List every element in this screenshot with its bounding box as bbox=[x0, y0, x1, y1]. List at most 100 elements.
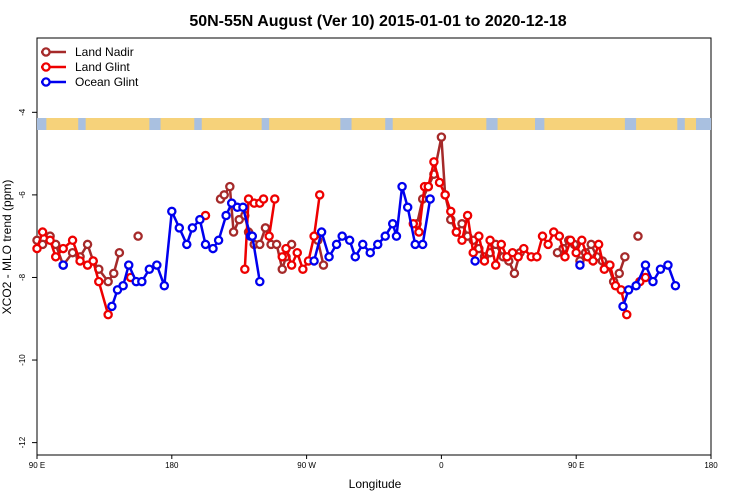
y-tick-label: -6 bbox=[18, 191, 27, 199]
data-point bbox=[565, 235, 576, 246]
data-point bbox=[264, 231, 274, 241]
data-point bbox=[309, 256, 319, 266]
data-point bbox=[509, 268, 520, 279]
x-tick-label: 90 E bbox=[568, 461, 584, 470]
y-axis: -4 -6 -8 -10 -12 bbox=[18, 108, 37, 448]
data-point bbox=[440, 190, 450, 200]
data-point bbox=[380, 231, 390, 241]
data-point bbox=[258, 194, 269, 204]
data-point bbox=[123, 260, 134, 270]
data-point bbox=[137, 276, 147, 287]
y-tick-label: -8 bbox=[18, 273, 27, 281]
data-point bbox=[663, 260, 673, 270]
data-point bbox=[37, 227, 48, 237]
data-point bbox=[446, 206, 456, 217]
data-point bbox=[593, 239, 604, 250]
y-tick-label: -4 bbox=[18, 108, 27, 116]
map-strip-water bbox=[194, 118, 202, 130]
data-point bbox=[519, 243, 529, 254]
map-strip-water bbox=[149, 118, 161, 130]
data-point bbox=[219, 190, 229, 200]
legend-swatch-marker bbox=[41, 77, 51, 87]
legend-label: Land Nadir bbox=[75, 45, 134, 59]
map-strip-water bbox=[624, 118, 637, 130]
data-point bbox=[255, 239, 265, 250]
y-tick-label: -10 bbox=[18, 354, 27, 366]
data-point bbox=[200, 239, 211, 250]
data-point bbox=[640, 260, 651, 270]
data-point bbox=[45, 235, 55, 246]
data-point bbox=[82, 239, 93, 250]
map-strip-water bbox=[696, 118, 711, 130]
data-point bbox=[309, 231, 319, 241]
data-point bbox=[429, 157, 439, 167]
map-strip-water bbox=[385, 118, 393, 130]
data-point bbox=[434, 177, 445, 188]
data-point bbox=[588, 256, 598, 266]
data-point bbox=[436, 132, 447, 142]
data-point bbox=[554, 231, 565, 241]
legend-swatch-marker bbox=[41, 47, 51, 57]
series-line bbox=[110, 201, 252, 307]
data-point bbox=[270, 194, 280, 204]
x-axis-label: Longitude bbox=[349, 477, 402, 491]
data-point bbox=[213, 235, 224, 246]
map-strip-water bbox=[261, 118, 270, 130]
map-strip-water bbox=[78, 118, 86, 130]
data-point bbox=[387, 219, 398, 229]
map-strip bbox=[37, 118, 711, 130]
data-point bbox=[532, 252, 542, 262]
data-point bbox=[324, 252, 334, 262]
map-strip-water bbox=[37, 118, 47, 130]
data-point bbox=[496, 239, 507, 250]
data-point bbox=[277, 252, 288, 262]
data-point bbox=[167, 206, 177, 217]
data-point bbox=[513, 252, 523, 262]
legend-swatch-marker bbox=[41, 62, 51, 72]
data-point bbox=[586, 239, 596, 250]
data-point bbox=[620, 252, 630, 262]
data-point bbox=[118, 280, 128, 291]
data-point bbox=[560, 252, 570, 262]
series-layer bbox=[32, 132, 681, 320]
data-point bbox=[88, 256, 98, 266]
data-point bbox=[485, 235, 495, 246]
data-point bbox=[575, 260, 585, 270]
data-point bbox=[260, 223, 271, 233]
data-point bbox=[474, 231, 484, 241]
map-strip-water bbox=[677, 118, 685, 130]
data-point bbox=[537, 231, 548, 241]
data-point bbox=[316, 227, 327, 237]
data-point bbox=[622, 309, 632, 320]
x-tick-label: 180 bbox=[704, 461, 718, 470]
data-point bbox=[365, 247, 376, 258]
series-land-nadir bbox=[32, 132, 643, 287]
data-point bbox=[67, 235, 78, 246]
data-point bbox=[221, 210, 231, 221]
data-point bbox=[255, 276, 265, 287]
data-point bbox=[103, 276, 113, 287]
x-axis: 90 E 180 90 W 0 90 E 180 bbox=[29, 455, 718, 470]
data-point bbox=[298, 264, 308, 274]
data-point bbox=[159, 280, 170, 291]
data-point bbox=[670, 280, 681, 291]
data-point bbox=[344, 235, 355, 246]
data-point bbox=[292, 247, 302, 258]
data-point bbox=[109, 268, 119, 279]
data-point bbox=[414, 227, 424, 237]
y-tick-label: -12 bbox=[18, 436, 27, 448]
x-tick-label: 180 bbox=[165, 461, 179, 470]
map-strip-water bbox=[535, 118, 545, 130]
data-point bbox=[75, 256, 85, 266]
data-point bbox=[425, 194, 435, 204]
series-line bbox=[267, 198, 277, 237]
series-land-glint bbox=[32, 157, 651, 320]
data-point bbox=[318, 260, 329, 270]
data-point bbox=[358, 239, 368, 250]
data-point bbox=[618, 301, 628, 312]
data-point bbox=[623, 285, 634, 295]
data-point bbox=[281, 243, 291, 254]
data-point bbox=[58, 260, 68, 270]
chart-title: 50N-55N August (Ver 10) 2015-01-01 to 20… bbox=[189, 13, 566, 30]
data-point bbox=[391, 231, 402, 241]
